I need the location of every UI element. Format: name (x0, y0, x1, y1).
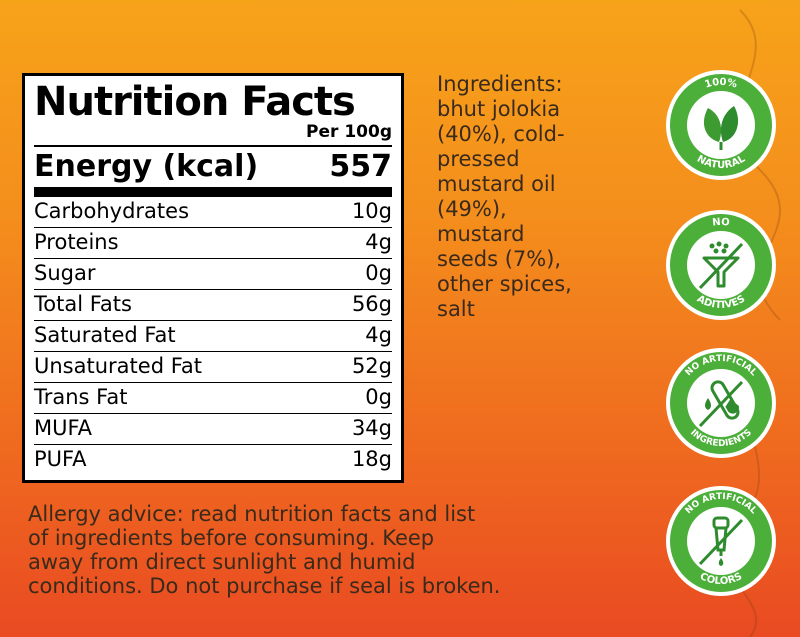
nutrition-facts-panel: Nutrition Facts Per 100g Energy (kcal) 5… (22, 73, 404, 483)
nutrient-label: PUFA (34, 447, 87, 471)
nutrient-value: 18g (351, 447, 392, 471)
badge-bottom-text: NATURAL (695, 153, 748, 171)
ingredients-line: mustard oil (437, 172, 556, 196)
leaves-icon (703, 106, 739, 150)
thick-divider (34, 187, 392, 197)
nutrient-value: 0g (365, 385, 392, 409)
nutrient-row: PUFA 18g (34, 445, 392, 475)
test-tube-icon (698, 380, 744, 428)
nutrient-label: Trans Fat (34, 385, 128, 409)
funnel-icon (698, 241, 744, 290)
nutrition-title: Nutrition Facts (34, 79, 356, 125)
allergy-advice: Allergy advice: read nutrition facts and… (28, 502, 588, 598)
nutrient-label: MUFA (34, 416, 93, 440)
nutrient-row: Proteins 4g (34, 228, 392, 259)
nutrient-label: Carbohydrates (34, 199, 190, 223)
nutrient-row: Trans Fat 0g (34, 383, 392, 414)
nutrient-label: Proteins (34, 230, 119, 254)
ingredients-line: salt (437, 297, 475, 321)
ingredients-line: other spices, (437, 272, 572, 296)
nutrient-row: Saturated Fat 4g (34, 321, 392, 352)
ingredients-line: bhut jolokia (437, 97, 561, 121)
energy-value: 557 (329, 149, 392, 184)
nutrient-value: 34g (351, 416, 392, 440)
ingredients-text: Ingredients: bhut jolokia (40%), cold- p… (437, 72, 627, 322)
badge-bottom-text: ADITIVES (695, 294, 747, 312)
badge-natural: 100% NATURAL (666, 70, 776, 180)
divider (34, 145, 392, 147)
ingredients-line: pressed (437, 147, 520, 171)
allergy-line: of ingredients before consuming. Keep (28, 526, 435, 550)
ingredients-line: (40%), cold- (437, 122, 565, 146)
nutrient-label: Sugar (34, 261, 96, 285)
nutrient-table: Carbohydrates 10g Proteins 4g Sugar 0g Tota… (34, 197, 392, 475)
nutrient-row: Total Fats 56g (34, 290, 392, 321)
nutrient-value: 4g (365, 230, 392, 254)
energy-row: Energy (kcal) 557 (34, 147, 392, 187)
nutrient-value: 56g (351, 292, 392, 316)
nutrient-label: Saturated Fat (34, 323, 176, 347)
nutrient-value: 0g (365, 261, 392, 285)
nutrient-row: Sugar 0g (34, 259, 392, 290)
ingredients-line: mustard (437, 222, 525, 246)
nutrient-value: 10g (351, 199, 392, 223)
nutrient-label: Total Fats (34, 292, 132, 316)
energy-label: Energy (kcal) (34, 149, 259, 184)
nutrient-row: Carbohydrates 10g (34, 197, 392, 228)
ingredients-line: Ingredients: (437, 72, 563, 96)
nutrient-row: MUFA 34g (34, 414, 392, 445)
allergy-line: Allergy advice: read nutrition facts and… (28, 502, 476, 526)
nutrient-value: 52g (351, 354, 392, 378)
badge-no-artificial-ingredients: NO ARTIFICIAL INGREDIENTS (666, 348, 776, 458)
badge-no-additives: NO ADITIVES (666, 210, 776, 320)
dropper-icon (698, 516, 744, 566)
badge-top-text: 100% (704, 77, 739, 91)
badge-no-artificial-colors: NO ARTIFICIAL COLORS (666, 486, 776, 596)
ingredients-line: seeds (7%), (437, 247, 562, 271)
nutrient-label: Unsaturated Fat (34, 354, 202, 378)
per-100g-label: Per 100g (306, 122, 392, 142)
allergy-line: conditions. Do not purchase if seal is b… (28, 574, 501, 598)
badge-bottom-text: COLORS (698, 571, 744, 587)
ingredients-line: (49%), (437, 197, 507, 221)
nutrient-value: 4g (365, 323, 392, 347)
allergy-line: away from direct sunlight and humid (28, 550, 416, 574)
nutrient-row: Unsaturated Fat 52g (34, 352, 392, 383)
